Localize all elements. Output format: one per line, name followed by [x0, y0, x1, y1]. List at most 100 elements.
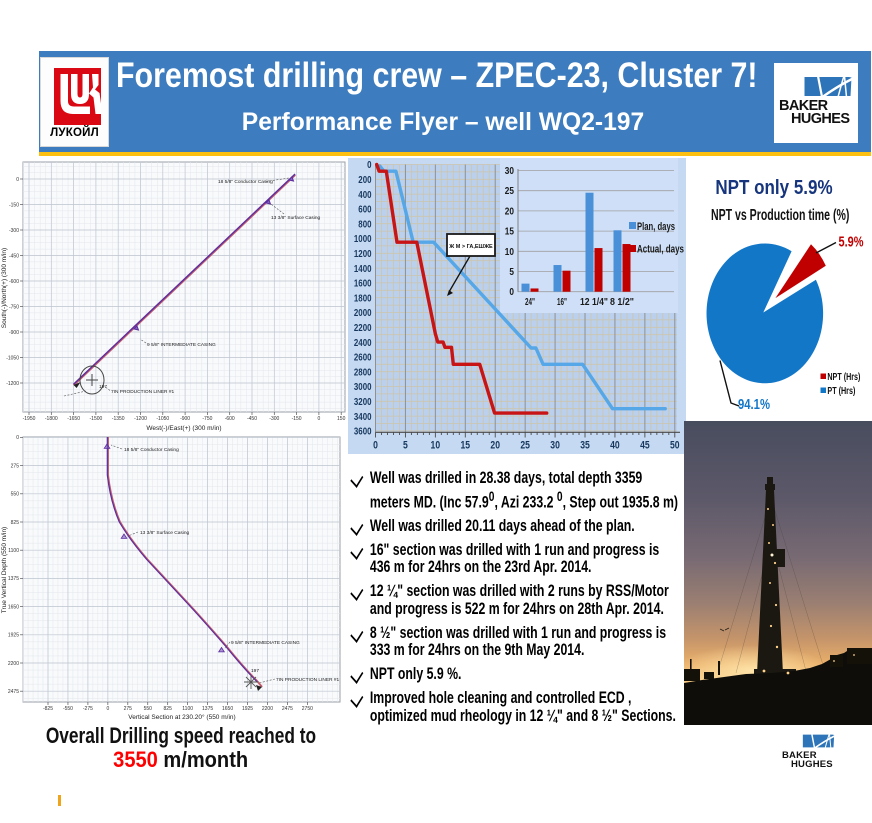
svg-text:-450: -450 [9, 253, 19, 259]
svg-text:-450: -450 [247, 416, 257, 422]
svg-text:2475: 2475 [282, 706, 293, 712]
svg-text:20: 20 [505, 205, 514, 217]
svg-text:25: 25 [520, 440, 530, 452]
svg-text:-900: -900 [9, 330, 19, 336]
svg-text:600: 600 [358, 204, 371, 216]
svg-text:18 5/8" Conductor Casing: 18 5/8" Conductor Casing [124, 447, 179, 453]
svg-text:2750: 2750 [302, 706, 313, 712]
svg-text:-1200: -1200 [6, 381, 19, 387]
svg-text:1400: 1400 [354, 263, 372, 275]
svg-text:-1800: -1800 [45, 416, 58, 422]
svg-text:30: 30 [550, 440, 560, 452]
svg-text:-300: -300 [269, 416, 279, 422]
svg-text:South(-)/North(+) (300 m/in): South(-)/North(+) (300 m/in) [1, 248, 8, 328]
svg-text:-1500: -1500 [90, 416, 103, 422]
svg-text:275: 275 [124, 706, 133, 712]
svg-text:-1650: -1650 [67, 416, 80, 422]
svg-text:825: 825 [11, 520, 20, 526]
svg-text:1600: 1600 [354, 278, 372, 290]
svg-text:5.9%: 5.9% [839, 235, 864, 251]
svg-text:2200: 2200 [262, 706, 273, 712]
svg-text:3200: 3200 [354, 396, 372, 408]
svg-text:3600: 3600 [354, 426, 372, 438]
svg-text:5: 5 [509, 266, 514, 278]
svg-text:0: 0 [16, 435, 19, 441]
svg-text:Ж М > ГА,ЕШЖЕ: Ж М > ГА,ЕШЖЕ [448, 244, 493, 250]
svg-text:0: 0 [106, 706, 109, 712]
svg-text:275: 275 [11, 463, 20, 469]
svg-text:825: 825 [164, 706, 173, 712]
svg-text:10: 10 [505, 246, 514, 258]
svg-text:94.1%: 94.1% [738, 397, 770, 413]
svg-text:2200: 2200 [8, 661, 19, 667]
svg-text:24": 24" [525, 296, 535, 308]
svg-text:Actual, days: Actual, days [637, 244, 684, 256]
svg-text:-900: -900 [180, 416, 190, 422]
svg-text:-750: -750 [9, 304, 19, 310]
svg-text:197: 197 [99, 384, 107, 390]
svg-text:15: 15 [460, 440, 470, 452]
svg-text:800: 800 [358, 218, 371, 230]
svg-text:2000: 2000 [354, 307, 372, 319]
svg-text:2400: 2400 [354, 337, 372, 349]
svg-text:13 3/8" Surface Casing: 13 3/8" Surface Casing [271, 215, 321, 221]
svg-text:0: 0 [373, 440, 378, 452]
svg-text:1925: 1925 [8, 633, 19, 639]
svg-text:1100: 1100 [8, 548, 19, 554]
svg-text:-550: -550 [63, 706, 73, 712]
svg-text:0: 0 [16, 177, 19, 183]
svg-text:12 1/4": 12 1/4" [580, 296, 608, 308]
svg-text:Vertical Section at 230.20° (5: Vertical Section at 230.20° (550 m/in) [128, 713, 235, 721]
svg-text:13 3/8" Surface Casing: 13 3/8" Surface Casing [140, 530, 190, 536]
svg-text:-150: -150 [9, 202, 19, 208]
svg-text:9 5/8" INTERMEDIATE CASING: 9 5/8" INTERMEDIATE CASING [147, 342, 216, 348]
svg-text:2600: 2600 [354, 352, 372, 364]
svg-text:1925: 1925 [242, 706, 253, 712]
svg-text:-300: -300 [9, 228, 19, 234]
svg-text:-1950: -1950 [23, 416, 36, 422]
svg-text:-600: -600 [225, 416, 235, 422]
svg-text:0: 0 [318, 416, 321, 422]
svg-text:20: 20 [490, 440, 500, 452]
svg-text:3000: 3000 [354, 381, 372, 393]
svg-text:2475: 2475 [8, 689, 19, 695]
svg-text:40: 40 [610, 440, 620, 452]
svg-text:16": 16" [557, 296, 567, 308]
svg-text:150: 150 [337, 416, 346, 422]
svg-text:7IN PRODUCTION LINER #1: 7IN PRODUCTION LINER #1 [276, 677, 340, 683]
svg-text:1200: 1200 [354, 248, 372, 260]
svg-text:35: 35 [580, 440, 590, 452]
svg-text:9 5/8" INTERMEDIATE CASING: 9 5/8" INTERMEDIATE CASING [231, 640, 300, 646]
svg-text:25: 25 [505, 185, 514, 197]
svg-text:NPT (Hrs): NPT (Hrs) [827, 372, 860, 383]
svg-text:-1050: -1050 [6, 355, 19, 361]
svg-text:1650: 1650 [222, 706, 233, 712]
svg-text:10: 10 [431, 440, 441, 452]
svg-text:-150: -150 [292, 416, 302, 422]
svg-text:1000: 1000 [354, 233, 372, 245]
svg-text:3400: 3400 [354, 411, 372, 423]
svg-text:45: 45 [640, 440, 650, 452]
svg-text:True Vertical Depth (550 m/in): True Vertical Depth (550 m/in) [1, 527, 8, 613]
svg-text:1375: 1375 [202, 706, 213, 712]
svg-text:-275: -275 [83, 706, 93, 712]
svg-text:8 1/2": 8 1/2" [610, 296, 634, 308]
svg-text:0: 0 [509, 286, 514, 298]
svg-text:1800: 1800 [354, 292, 372, 304]
svg-text:0: 0 [367, 159, 372, 171]
svg-text:400: 400 [358, 189, 371, 201]
svg-text:2200: 2200 [354, 322, 372, 334]
svg-text:550: 550 [11, 492, 20, 498]
svg-text:-825: -825 [43, 706, 53, 712]
svg-text:7IN PRODUCTION LINER #1: 7IN PRODUCTION LINER #1 [111, 389, 175, 395]
svg-text:West(-)/East(+) (300 m/in): West(-)/East(+) (300 m/in) [146, 425, 221, 432]
svg-text:50: 50 [670, 440, 680, 452]
svg-text:1100: 1100 [182, 706, 193, 712]
svg-text:1650: 1650 [8, 604, 19, 610]
svg-text:2800: 2800 [354, 366, 372, 378]
svg-text:PT (Hrs): PT (Hrs) [827, 386, 855, 397]
svg-text:-750: -750 [202, 416, 212, 422]
svg-text:15: 15 [505, 226, 514, 238]
svg-text:18 5/8" Conductor Casing: 18 5/8" Conductor Casing [218, 179, 273, 185]
svg-text:1375: 1375 [8, 576, 19, 582]
